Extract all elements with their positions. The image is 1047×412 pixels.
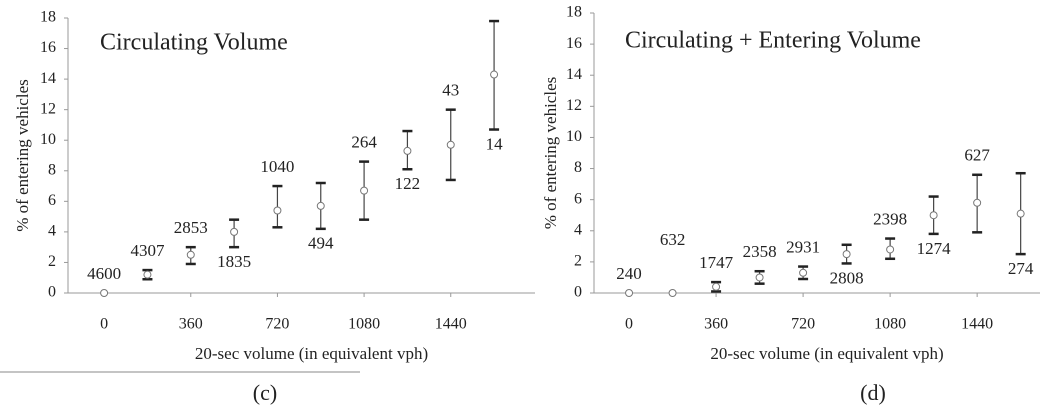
- chart-title: Circulating + Entering Volume: [625, 28, 921, 54]
- point: [230, 227, 239, 236]
- x-axis-label: 20-sec volume (in equivalent vph): [710, 344, 943, 363]
- y-axis-label: % of entering vehicles: [13, 79, 32, 231]
- caption: (c): [253, 380, 277, 405]
- y-tick-label: 16: [566, 35, 582, 52]
- x-tick-label: 360: [704, 316, 728, 333]
- count-label: 1835: [217, 252, 251, 271]
- y-tick-label: 14: [40, 70, 56, 87]
- point: [625, 289, 634, 297]
- point: [668, 289, 677, 297]
- x-tick-label: 1080: [874, 316, 906, 333]
- count-label: 4600: [87, 264, 121, 283]
- count-label: 2398: [873, 209, 907, 228]
- count-label: 1040: [260, 157, 294, 176]
- y-tick-label: 6: [574, 190, 582, 207]
- count-label: 274: [1008, 259, 1034, 278]
- point: [100, 289, 109, 297]
- x-tick-label: 0: [625, 316, 633, 333]
- point: [929, 211, 938, 220]
- point: [490, 70, 499, 79]
- caption: (d): [860, 380, 886, 405]
- y-tick-label: 4: [48, 223, 56, 240]
- count-label: 1274: [917, 239, 952, 258]
- y-tick-label: 2: [574, 253, 582, 270]
- count-label: 494: [308, 234, 334, 253]
- count-label: 2358: [743, 242, 777, 261]
- point: [973, 198, 982, 207]
- point: [186, 250, 195, 259]
- count-label: 4307: [130, 241, 165, 260]
- y-tick-label: 4: [574, 221, 582, 238]
- point: [799, 268, 808, 277]
- point: [360, 186, 369, 195]
- y-tick-label: 16: [40, 39, 56, 56]
- y-tick-label: 8: [574, 159, 582, 176]
- point: [1016, 209, 1025, 218]
- point: [446, 140, 455, 149]
- count-label: 632: [660, 230, 686, 249]
- count-label: 122: [395, 174, 421, 193]
- y-tick-label: 0: [574, 284, 582, 301]
- count-label: 264: [351, 133, 377, 152]
- x-axis-label: 20-sec volume (in equivalent vph): [195, 344, 428, 363]
- count-label: 627: [964, 146, 990, 165]
- y-tick-label: 10: [566, 128, 582, 145]
- point: [316, 201, 325, 210]
- chart-title: Circulating Volume: [100, 30, 288, 56]
- x-tick-label: 1080: [348, 316, 380, 333]
- point: [403, 146, 412, 155]
- y-tick-label: 12: [566, 97, 582, 114]
- point: [712, 282, 721, 291]
- y-tick-label: 8: [48, 161, 56, 178]
- x-tick-label: 720: [265, 316, 289, 333]
- x-tick-label: 1440: [435, 316, 467, 333]
- x-tick-label: 0: [100, 316, 108, 333]
- y-tick-label: 12: [40, 100, 56, 117]
- y-tick-label: 10: [40, 131, 56, 148]
- y-tick-label: 18: [566, 4, 582, 21]
- count-label: 240: [616, 264, 642, 283]
- y-axis-label: % of entering vehicles: [541, 77, 560, 229]
- count-label: 2853: [174, 218, 208, 237]
- y-tick-label: 0: [48, 284, 56, 301]
- y-tick-label: 14: [566, 66, 582, 83]
- count-label: 1747: [699, 253, 734, 272]
- point: [273, 206, 282, 215]
- y-tick-label: 2: [48, 253, 56, 270]
- point: [143, 270, 152, 279]
- point: [886, 245, 895, 254]
- point: [755, 273, 764, 282]
- y-tick-label: 6: [48, 192, 56, 209]
- x-tick-label: 720: [791, 316, 815, 333]
- count-label: 43: [442, 81, 459, 100]
- point: [842, 250, 851, 259]
- y-tick-label: 18: [40, 9, 56, 26]
- x-tick-label: 360: [179, 316, 203, 333]
- count-label: 2931: [786, 237, 820, 256]
- count-label: 2808: [830, 268, 864, 287]
- x-tick-label: 1440: [961, 316, 993, 333]
- count-label: 14: [486, 134, 504, 153]
